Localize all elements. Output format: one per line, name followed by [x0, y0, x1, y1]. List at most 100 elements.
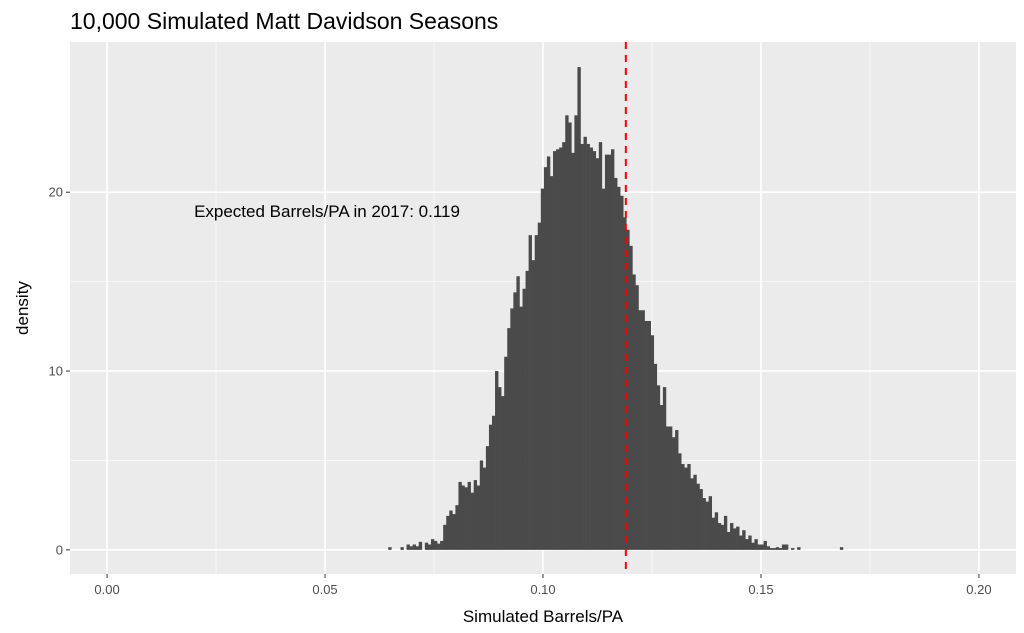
- histogram-bar: [797, 547, 801, 550]
- histogram-bar: [507, 328, 511, 550]
- histogram-bar: [632, 274, 636, 550]
- histogram-bar: [708, 496, 713, 550]
- histogram-bar: [769, 548, 774, 550]
- histogram-bar: [626, 229, 630, 550]
- histogram-bar: [839, 547, 844, 550]
- y-axis-title: density: [13, 281, 32, 335]
- histogram-bar: [455, 505, 459, 550]
- histogram-bar: [607, 154, 612, 550]
- annotation-text: Expected Barrels/PA in 2017: 0.119: [194, 202, 460, 221]
- histogram-bar: [598, 142, 603, 550]
- histogram-bar: [751, 542, 755, 550]
- histogram-bar: [434, 540, 438, 550]
- histogram-bar: [711, 517, 716, 550]
- histogram-bar: [638, 310, 642, 550]
- x-tick-label: 0.05: [312, 582, 337, 597]
- histogram-bar: [754, 539, 758, 550]
- histogram-bar: [476, 485, 481, 550]
- histogram-bar: [498, 387, 502, 550]
- histogram-bar: [720, 524, 725, 550]
- histogram-bar: [766, 546, 770, 550]
- histogram-bar: [424, 542, 429, 550]
- histogram-bar: [415, 546, 420, 550]
- histogram-bar: [781, 544, 786, 550]
- histogram-bar: [473, 480, 478, 550]
- histogram-bar: [577, 67, 581, 550]
- histogram-bar: [617, 186, 621, 550]
- y-axis-ticks: 0 10 20: [49, 185, 70, 557]
- histogram-bar: [739, 535, 743, 550]
- histogram-bar: [778, 548, 783, 550]
- histogram-bar: [427, 544, 432, 550]
- histogram-bar: [513, 292, 517, 550]
- histogram-bar: [549, 176, 554, 550]
- histogram-bar: [702, 498, 706, 550]
- histogram-bar: [714, 512, 719, 550]
- histogram-bar: [534, 235, 539, 550]
- histogram-bar: [733, 528, 737, 550]
- histogram-bar: [531, 260, 536, 550]
- histogram-bar: [543, 167, 548, 550]
- histogram-bar: [482, 467, 487, 550]
- histogram-bar: [696, 483, 700, 550]
- histogram-bar: [592, 151, 597, 550]
- histogram-bar: [659, 405, 664, 550]
- histogram-bar: [440, 540, 444, 550]
- histogram-bar: [406, 544, 410, 550]
- histogram-bar: [705, 501, 709, 550]
- histogram-bar: [672, 437, 676, 550]
- histogram-bar: [745, 539, 749, 550]
- histogram-bar: [443, 524, 447, 550]
- histogram-bar: [461, 485, 465, 550]
- histogram-bar: [522, 288, 526, 550]
- histogram-bar: [601, 188, 606, 550]
- histogram-bar: [791, 548, 795, 550]
- histogram-bar: [586, 143, 590, 550]
- histogram-bar: [571, 152, 575, 550]
- y-tick-label: 10: [49, 364, 63, 379]
- histogram-bar: [635, 285, 639, 550]
- x-axis-ticks: 0.00 0.05 0.10 0.15 0.20: [94, 574, 992, 597]
- histogram-bar: [388, 547, 392, 550]
- histogram-bar: [665, 426, 670, 550]
- histogram-bar: [470, 492, 474, 550]
- histogram-bar: [730, 523, 734, 550]
- y-tick-label: 20: [49, 185, 63, 200]
- histogram-bar: [656, 385, 661, 550]
- histogram-bar: [775, 547, 780, 550]
- histogram-bar: [449, 510, 453, 550]
- histogram-bar: [501, 396, 505, 550]
- histogram-bar: [678, 453, 682, 550]
- histogram-bar: [760, 544, 764, 550]
- histogram-bar: [675, 430, 679, 550]
- histogram-bar: [568, 122, 572, 550]
- histogram-bar: [565, 115, 569, 550]
- histogram-bar: [647, 320, 651, 550]
- histogram-bar: [748, 535, 752, 550]
- histogram-bar: [653, 363, 658, 550]
- histogram-bar: [589, 147, 593, 550]
- histogram-bar: [650, 335, 655, 550]
- histogram-bar: [400, 547, 404, 550]
- histogram-bar: [528, 235, 532, 550]
- histogram-bar: [556, 149, 560, 550]
- histogram-bar: [546, 156, 551, 550]
- histogram-bar: [611, 149, 615, 550]
- histogram-bar: [452, 514, 456, 550]
- histogram-bar: [491, 415, 496, 550]
- histogram-bar: [412, 544, 417, 550]
- x-axis-title: Simulated Barrels/PA: [463, 607, 624, 626]
- chart-title: 10,000 Simulated Matt Davidson Seasons: [70, 8, 498, 34]
- histogram-bar: [562, 142, 566, 550]
- histogram-bar: [699, 489, 703, 550]
- histogram-bar: [684, 467, 688, 550]
- y-tick-label: 0: [56, 542, 63, 557]
- histogram-bar: [525, 270, 529, 550]
- histogram-bar: [620, 195, 624, 550]
- histogram-bar: [690, 478, 694, 550]
- histogram-bar: [736, 526, 740, 550]
- histogram-bar: [458, 481, 462, 550]
- histogram-bar: [553, 151, 557, 550]
- x-tick-label: 0.20: [966, 582, 991, 597]
